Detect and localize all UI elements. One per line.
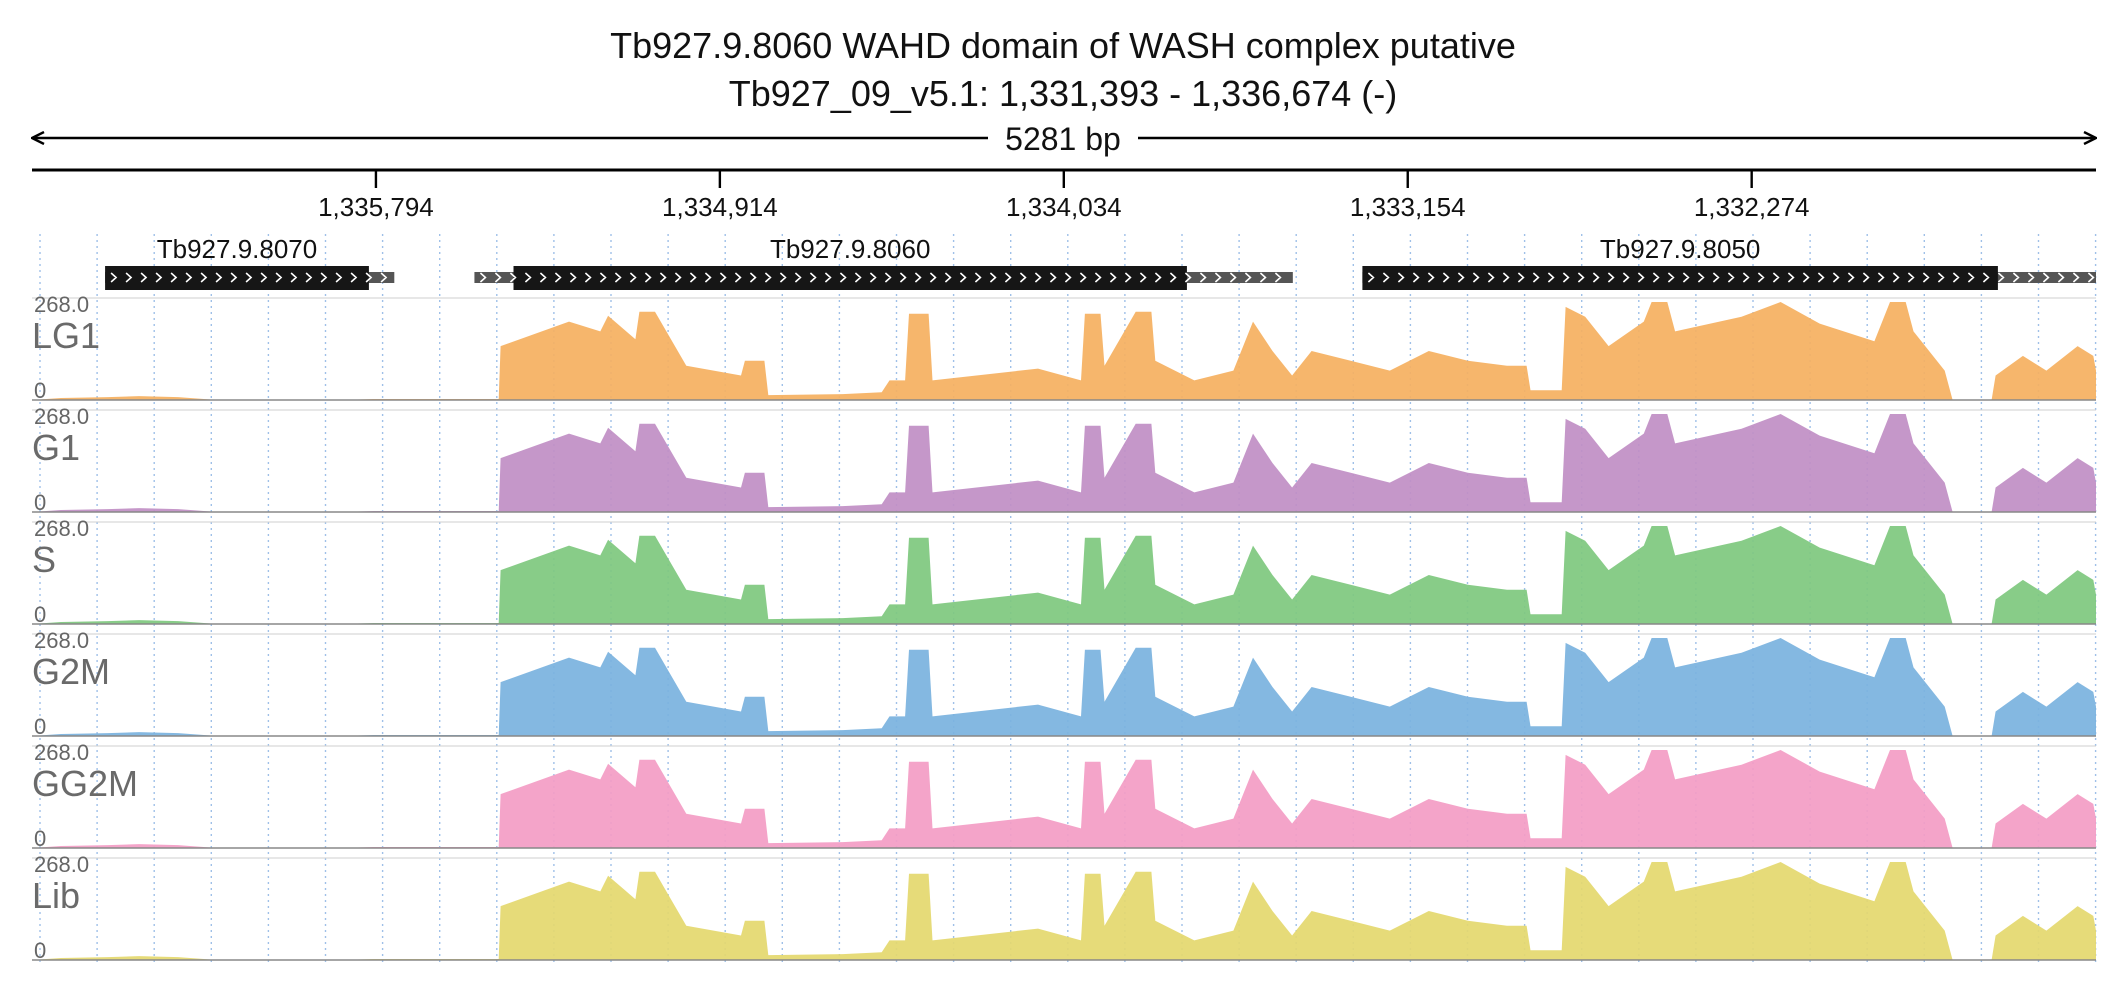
ruler-tick-label: 1,334,034: [1006, 192, 1122, 222]
ruler-tick-label: 1,334,914: [662, 192, 778, 222]
track-max-label: 268.0: [34, 740, 89, 765]
coverage-area: [32, 862, 2096, 960]
track-name: G1: [32, 427, 80, 468]
gene-model: Tb927.9.8050: [1362, 234, 2096, 290]
ruler-ticks: 1,335,794 1,334,914 1,334,034 1,333,154 1,33…: [318, 170, 1810, 222]
gene-cds: [1362, 266, 1998, 290]
strand-chevrons: [110, 272, 388, 283]
coverage-tracks: 268.0LG10268.0G10268.0S0268.0G2M0268.0GG…: [32, 292, 2096, 963]
ruler-tick-label: 1,332,274: [1694, 192, 1810, 222]
track-max-label: 268.0: [34, 404, 89, 429]
coverage-area: [32, 750, 2096, 848]
track-name: G2M: [32, 651, 110, 692]
coverage-area: [32, 638, 2096, 736]
gene-model: Tb927.9.8070: [105, 234, 395, 290]
track-min-label: 0: [34, 490, 46, 515]
coverage-track: 268.0S 0: [32, 516, 2096, 627]
track-max-label: 268.0: [34, 516, 89, 541]
figure-title: Tb927.9.8060 WAHD domain of WASH complex…: [610, 25, 1516, 66]
track-max-label: 268.0: [34, 628, 89, 653]
span-label-background: [988, 120, 1138, 156]
track-name: Lib: [32, 875, 80, 916]
track-min-label: 0: [34, 602, 46, 627]
gene-cds: [513, 266, 1187, 290]
ruler-tick-label: 1,333,154: [1350, 192, 1466, 222]
span-length-label: 5281 bp: [1005, 121, 1121, 157]
gene-label: Tb927.9.8050: [1600, 234, 1760, 264]
track-min-label: 0: [34, 826, 46, 851]
coverage-track: 268.0G1 0: [32, 404, 2096, 515]
track-name: GG2M: [32, 763, 138, 804]
track-max-label: 268.0: [34, 292, 89, 317]
coverage-area: [32, 526, 2096, 624]
locus-coordinates: Tb927_09_v5.1: 1,331,393 - 1,336,674 (-): [729, 73, 1397, 114]
track-name: LG1: [32, 315, 100, 356]
track-min-label: 0: [34, 714, 46, 739]
gene-model: Tb927.9.8060: [474, 234, 1293, 290]
coverage-area: [32, 302, 2096, 400]
coverage-area: [32, 414, 2096, 512]
track-name: S: [32, 539, 56, 580]
track-min-label: 0: [34, 938, 46, 963]
strand-chevrons: [479, 272, 1282, 283]
ruler-tick-label: 1,335,794: [318, 192, 434, 222]
track-max-label: 268.0: [34, 852, 89, 877]
track-min-label: 0: [34, 378, 46, 403]
gene-label: Tb927.9.8070: [157, 234, 317, 264]
gene-models: Tb927.9.8070 Tb927.9.8060 Tb927.9.8050: [105, 234, 2096, 290]
gene-label: Tb927.9.8060: [770, 234, 930, 264]
strand-chevrons: [1367, 272, 2095, 283]
